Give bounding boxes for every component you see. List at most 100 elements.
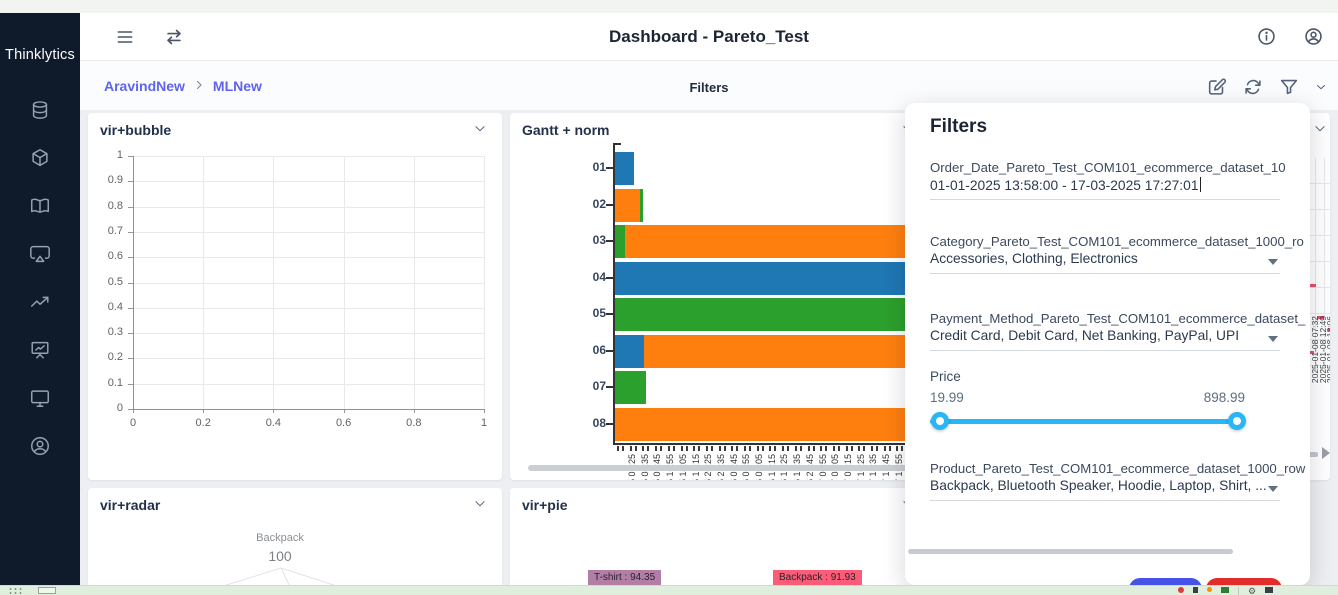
axis-tick bbox=[799, 446, 802, 451]
notification-dot-icon[interactable] bbox=[1178, 587, 1184, 593]
gantt-bar-segment[interactable] bbox=[644, 334, 930, 368]
funnel-icon[interactable] bbox=[1278, 76, 1300, 98]
y-tick-label: 0 bbox=[116, 402, 123, 414]
presentation-chart-icon[interactable] bbox=[29, 339, 51, 361]
header-right bbox=[1256, 26, 1324, 47]
gantt-row-label: 07 bbox=[592, 379, 606, 393]
timeline-scrollbar[interactable] bbox=[1302, 452, 1318, 457]
axis-tick bbox=[680, 446, 683, 451]
gantt-bar-segment[interactable] bbox=[614, 407, 930, 441]
breadcrumb-item-mlnew[interactable]: MLNew bbox=[212, 78, 262, 94]
axis-tick bbox=[128, 307, 133, 309]
y-tick-label: 0.2 bbox=[107, 351, 123, 364]
axis-tick bbox=[667, 446, 670, 451]
axis-tick bbox=[888, 446, 891, 451]
axis-tick bbox=[850, 446, 853, 451]
breadcrumb-item-aravindnew[interactable]: AravindNew bbox=[104, 78, 185, 94]
timeline-marker[interactable] bbox=[1308, 284, 1316, 287]
axis-tick bbox=[837, 446, 840, 451]
axis-tick bbox=[832, 446, 835, 451]
gridline bbox=[134, 206, 485, 208]
y-axis-line bbox=[133, 156, 134, 409]
gantt-bar-segment[interactable] bbox=[614, 152, 634, 185]
gridline bbox=[134, 257, 485, 259]
gantt-bar-segment[interactable] bbox=[614, 371, 647, 404]
filter-select-category[interactable]: Accessories, Clothing, Electronics bbox=[930, 251, 1280, 274]
pie-label-tshirt[interactable]: T-shirt : 94.35 bbox=[588, 570, 662, 585]
price-slider-handle-max[interactable] bbox=[1228, 412, 1246, 430]
gantt-row-label: 06 bbox=[592, 342, 606, 357]
taskbar-left-icons bbox=[8, 587, 56, 595]
database-icon[interactable] bbox=[29, 99, 51, 121]
edit-icon[interactable] bbox=[1206, 76, 1228, 98]
axis-tick bbox=[128, 206, 133, 208]
timeline-marker[interactable] bbox=[1316, 315, 1324, 319]
monitor-icon[interactable] bbox=[29, 387, 51, 409]
swap-arrows-icon[interactable] bbox=[162, 26, 186, 48]
price-filter-label: Price bbox=[930, 369, 961, 384]
filter-select-product[interactable]: Backpack, Bluetooth Speaker, Hoodie, Lap… bbox=[930, 478, 1280, 501]
gear-icon[interactable]: ⚙ bbox=[1248, 586, 1257, 595]
refresh-icon[interactable] bbox=[1242, 76, 1264, 98]
axis-tick bbox=[128, 409, 133, 410]
brand-logo: Thinklytics bbox=[5, 47, 75, 63]
gantt-scrollbar[interactable] bbox=[528, 465, 908, 471]
axis-tick bbox=[629, 446, 632, 451]
gantt-bar-segment[interactable] bbox=[614, 334, 645, 368]
tray-icon[interactable] bbox=[1207, 587, 1212, 592]
profile-icon[interactable] bbox=[1303, 26, 1324, 47]
timeline-marker[interactable] bbox=[1327, 328, 1330, 332]
gantt-bar-segment[interactable] bbox=[614, 188, 640, 222]
screen-share-icon[interactable] bbox=[29, 243, 51, 265]
price-slider-handle-min[interactable] bbox=[931, 412, 949, 430]
filter-select-payment-method[interactable]: Credit Card, Debit Card, Net Banking, Pa… bbox=[930, 328, 1280, 351]
axis-tick bbox=[672, 446, 675, 451]
book-icon[interactable] bbox=[29, 195, 51, 217]
axis-tick bbox=[343, 409, 345, 413]
subheader: AravindNew MLNew Filters bbox=[80, 61, 1338, 110]
x-tick-label: 0 bbox=[129, 417, 137, 429]
app-grid-icon[interactable] bbox=[8, 587, 24, 595]
collapse-chevron-icon[interactable] bbox=[1312, 122, 1328, 141]
filter-input-order-date[interactable]: 01-01-2025 13:58:00 - 17-03-2025 17:27:0… bbox=[930, 177, 1280, 200]
y-tick-label: 1 bbox=[116, 149, 123, 161]
trending-up-icon[interactable] bbox=[29, 291, 51, 313]
gridline bbox=[134, 156, 485, 157]
timeline-marker[interactable] bbox=[1307, 351, 1314, 355]
gridline bbox=[134, 282, 485, 284]
window-icon[interactable] bbox=[38, 587, 56, 594]
y-tick-label: 0.1 bbox=[107, 376, 123, 389]
panel-scrollbar[interactable] bbox=[908, 549, 1233, 554]
cube-icon[interactable] bbox=[29, 147, 51, 169]
gantt-bar-segment[interactable] bbox=[614, 225, 626, 258]
axis-tick bbox=[774, 446, 777, 451]
filter-value-product: Backpack, Bluetooth Speaker, Hoodie, Lap… bbox=[930, 478, 1267, 493]
tray-icon[interactable] bbox=[1265, 587, 1274, 593]
tray-icon[interactable] bbox=[1193, 587, 1198, 593]
hamburger-menu-icon[interactable] bbox=[114, 27, 136, 47]
tray-icon[interactable] bbox=[1221, 587, 1229, 593]
pie-label-backpack[interactable]: Backpack : 91.93 bbox=[773, 570, 862, 585]
chevron-right-icon bbox=[193, 78, 205, 94]
gantt-bar-segment[interactable] bbox=[614, 298, 930, 331]
collapse-chevron-icon[interactable] bbox=[472, 497, 488, 516]
gantt-bar-segment[interactable] bbox=[625, 225, 930, 258]
gantt-bar-segment[interactable] bbox=[614, 261, 930, 295]
filters-header-label: Filters bbox=[689, 80, 729, 95]
sidebar: Thinklytics bbox=[0, 13, 80, 585]
breadcrumb: AravindNew MLNew bbox=[104, 78, 262, 94]
filter-label-payment-method: Payment_Method_Pareto_Test_COM101_ecomme… bbox=[930, 311, 1306, 326]
chart-title: vir+pie bbox=[522, 497, 568, 513]
chevron-down-icon[interactable] bbox=[1314, 80, 1328, 94]
price-slider-track[interactable] bbox=[930, 419, 1245, 424]
gantt-row-label: 03 bbox=[592, 233, 606, 247]
collapse-chevron-icon[interactable] bbox=[472, 122, 488, 141]
info-icon[interactable] bbox=[1256, 26, 1277, 47]
gantt-bar-segment[interactable] bbox=[639, 188, 644, 222]
y-tick-label: 0.5 bbox=[107, 275, 123, 288]
scroll-right-arrow-icon[interactable] bbox=[1322, 447, 1330, 459]
price-range-values: 19.99 898.99 bbox=[930, 390, 1245, 405]
gridline bbox=[134, 307, 485, 309]
user-circle-icon[interactable] bbox=[29, 435, 51, 457]
gantt-row-label: 02 bbox=[592, 196, 606, 211]
